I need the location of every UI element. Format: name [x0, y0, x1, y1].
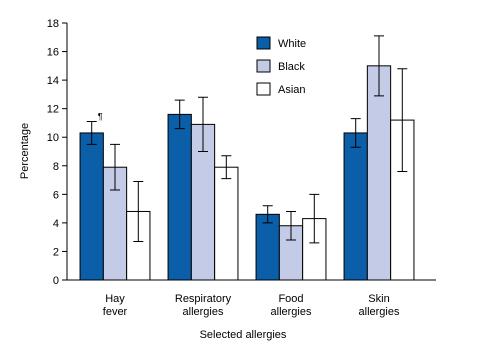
y-tick-label: 12 — [47, 104, 59, 116]
x-tick-label: Respiratory allergies — [175, 293, 232, 318]
y-tick-label: 4 — [53, 218, 59, 230]
bar — [79, 132, 104, 281]
error-bar — [86, 121, 97, 145]
error-bar — [397, 68, 408, 172]
y-tick-label: 18 — [47, 18, 59, 30]
error-bar — [374, 35, 384, 97]
x-tick-label: Food allergies — [271, 293, 312, 318]
y-tick-label: 14 — [47, 75, 59, 87]
annotation: ¶ — [98, 112, 103, 122]
y-tick-label: 10 — [47, 132, 59, 144]
y-tick-label: 2 — [53, 246, 59, 258]
legend-swatch — [256, 82, 271, 96]
bar — [167, 113, 192, 281]
y-tick-label: 0 — [53, 275, 59, 287]
error-bar — [174, 99, 185, 130]
legend-swatch — [256, 59, 271, 73]
legend-label: Black — [278, 61, 305, 73]
bar — [343, 132, 368, 281]
error-bar — [350, 118, 361, 148]
error-bar — [221, 155, 232, 180]
error-bar — [133, 180, 144, 242]
y-axis-label: Percentage — [19, 123, 31, 179]
x-tick-label: Skin allergies — [359, 293, 400, 318]
bar — [255, 213, 280, 281]
y-tick-label: 8 — [53, 161, 59, 173]
error-bar — [198, 96, 208, 152]
error-bar — [286, 210, 296, 241]
x-axis-label: Selected allergies — [200, 329, 287, 341]
bar — [214, 166, 239, 281]
legend-label: Asian — [278, 84, 306, 96]
bar — [366, 65, 392, 281]
error-bar — [309, 193, 320, 244]
legend-label: White — [278, 38, 306, 50]
x-tick-label: Hay fever — [103, 293, 128, 318]
y-tick-label: 16 — [47, 47, 59, 59]
y-tick-label: 6 — [53, 189, 59, 201]
error-bar — [110, 143, 120, 191]
error-bar — [262, 205, 273, 224]
legend-swatch — [256, 36, 271, 50]
